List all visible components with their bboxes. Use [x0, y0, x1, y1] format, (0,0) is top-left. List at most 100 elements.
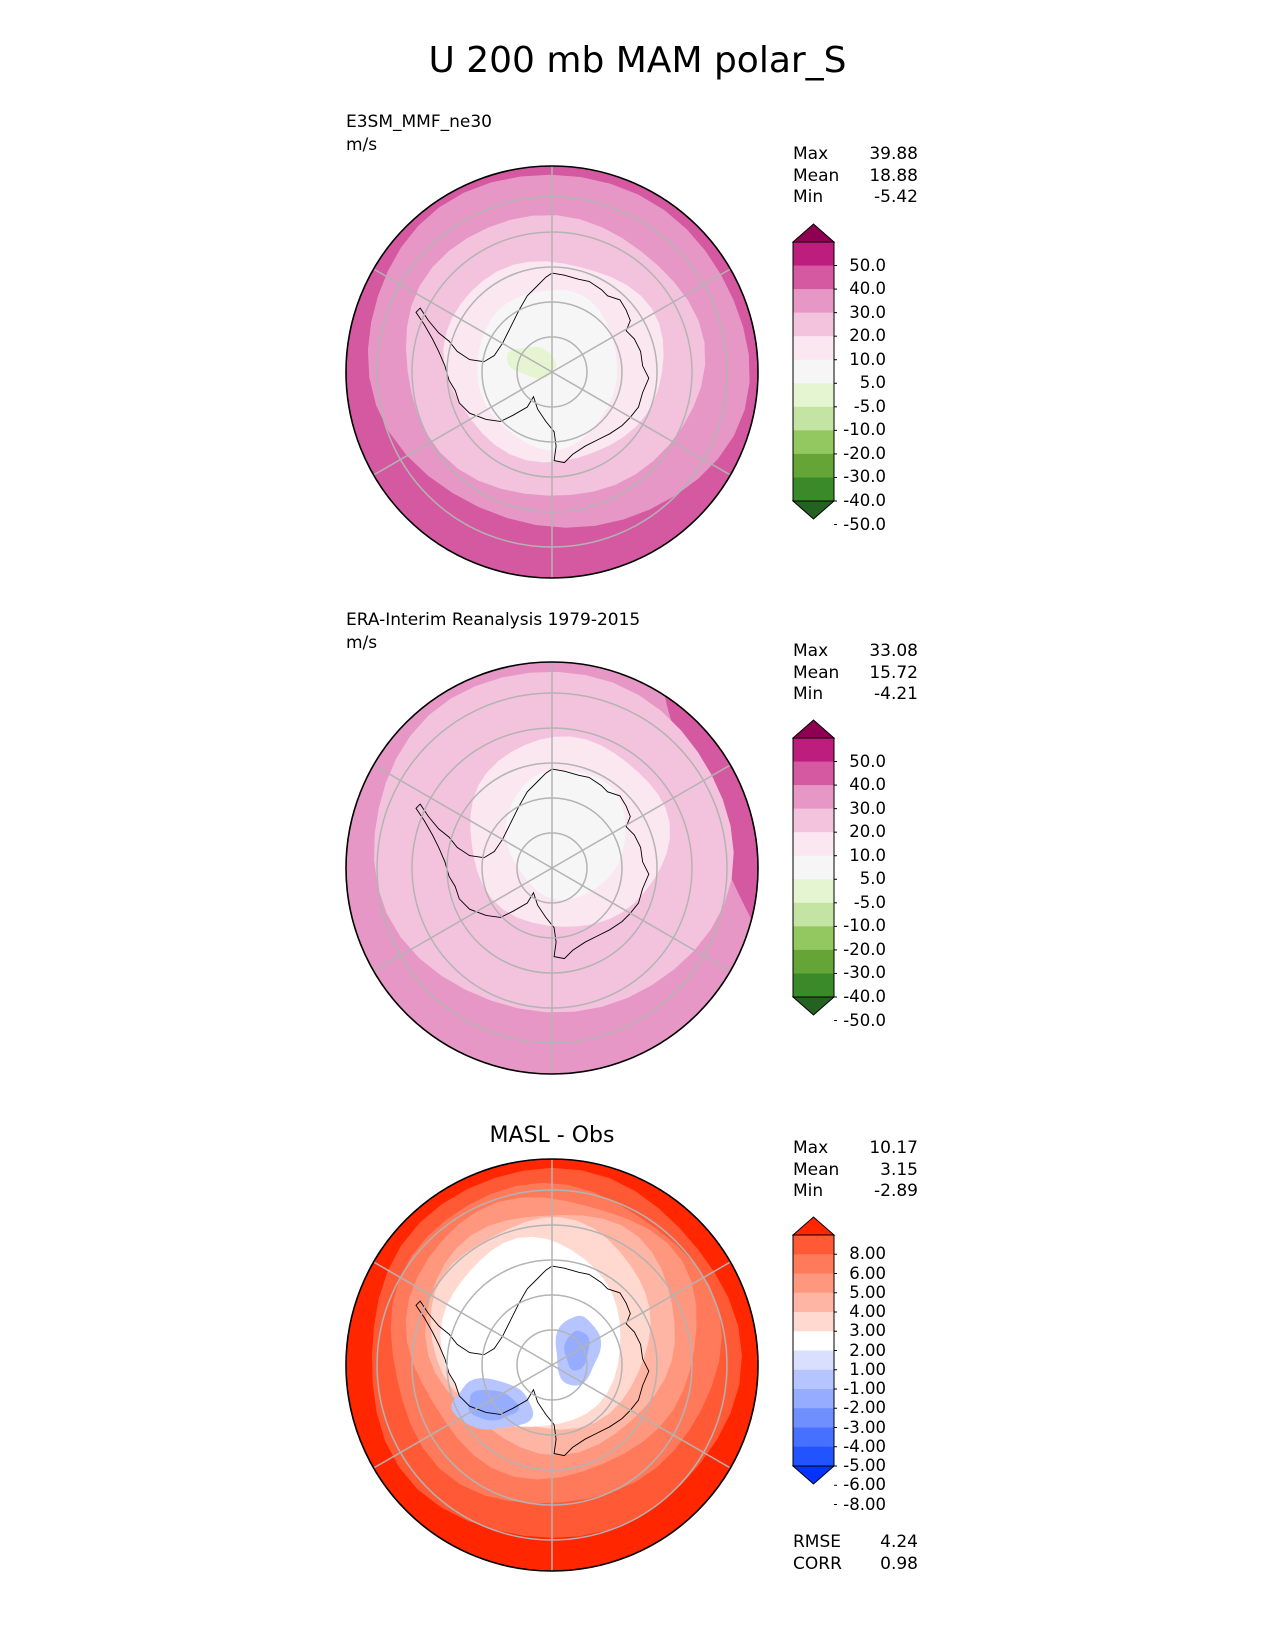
colorbar-segment	[793, 312, 834, 337]
contour-fill	[346, 1159, 758, 1571]
colorbar-segment	[793, 808, 834, 833]
colorbar-tick-label: 8.00	[849, 1244, 886, 1264]
colorbar-tick-label: 4.00	[849, 1302, 886, 1321]
meridian-line	[373, 1364, 553, 1469]
colorbar-segment	[793, 761, 834, 786]
graticule	[373, 662, 731, 1074]
stat-min: Min -4.21	[793, 684, 918, 704]
colorbar-1	[791, 719, 837, 1022]
stat-mean: Mean 15.72	[793, 662, 918, 683]
colorbar-0	[791, 223, 837, 526]
colorbar-tick-label: 50.0	[849, 751, 886, 771]
stat-min: Min -2.89	[793, 1181, 918, 1201]
colorbar-segment	[793, 1273, 834, 1294]
colorbar-tick-label: 2.00	[849, 1340, 886, 1360]
colorbar-extend-min	[791, 996, 836, 1016]
graticule	[373, 166, 731, 578]
panel-3-metrics: RMSE 4.24 CORR 0.98	[793, 1532, 918, 1575]
meridian-line	[551, 1261, 731, 1366]
panel-2-label: ERA-Interim Reanalysis 1979-2015	[346, 610, 641, 630]
colorbar-segment	[793, 902, 834, 927]
colorbar-segment	[793, 1389, 834, 1409]
stat-min: Min -5.42	[793, 187, 918, 207]
colorbar-segment	[793, 1331, 834, 1351]
colorbar-tick-label: -1.00	[843, 1379, 886, 1398]
colorbar-tick-label: -40.0	[843, 987, 886, 1006]
panel-3-title: MASL - Obs	[489, 1123, 615, 1148]
colorbar-tick-label: -2.00	[843, 1398, 886, 1418]
colorbar-tick-label: -8.00	[843, 1494, 886, 1514]
meridian-line	[551, 764, 731, 869]
colorbar-segment	[793, 1254, 834, 1274]
panel-1-label: E3SM_MMF_ne30	[346, 112, 492, 132]
colorbar-tick-label: 40.0	[849, 775, 886, 795]
map-panel-test	[345, 165, 759, 579]
colorbar-tick-label: -30.0	[843, 963, 886, 983]
colorbar-tick-label: 1.00	[849, 1359, 886, 1379]
colorbar-tick-label: -6.00	[843, 1475, 886, 1495]
colorbar-segment	[793, 1446, 834, 1467]
colorbar-tick-label: -5.0	[853, 892, 886, 912]
meridian-line	[551, 371, 731, 476]
colorbar-segment	[793, 1408, 834, 1428]
stat-max: Max 33.08	[793, 641, 918, 661]
antarctica-coastline	[415, 1265, 650, 1457]
map-boundary	[345, 165, 759, 579]
panel-3-stats: Max 10.17 Mean 3.15 Min -2.89	[793, 1138, 918, 1203]
graticule	[373, 1159, 731, 1571]
metric-corr: CORR 0.98	[793, 1553, 918, 1574]
stat-max: Max 10.17	[793, 1138, 918, 1158]
meridian-line	[551, 268, 731, 373]
contour-region-0	[660, 662, 758, 1015]
colorbar-tick-label: 3.00	[849, 1321, 886, 1341]
colorbar-segment	[793, 1350, 834, 1371]
colorbar-segment	[793, 359, 834, 384]
colorbar-extend-min	[791, 1465, 836, 1485]
meridian-line	[373, 1261, 553, 1366]
colorbar-segment	[793, 477, 834, 502]
colorbar-tick-label: -3.00	[843, 1417, 886, 1437]
map-panel-difference	[345, 1158, 759, 1572]
colorbar-segment	[793, 926, 834, 951]
antarctica-coastline	[415, 768, 650, 960]
meridian-line	[373, 371, 553, 476]
colorbar-segment	[793, 738, 834, 763]
colorbar-tick-label: -10.0	[843, 916, 886, 936]
colorbar-tick-label: 5.0	[859, 869, 886, 889]
colorbar-segment	[793, 1427, 834, 1448]
meridian-line	[373, 764, 553, 869]
meridian-line	[551, 867, 731, 972]
panel-2-stats: Max 33.08 Mean 15.72 Min -4.21	[793, 641, 918, 706]
panel-2-units: m/s	[346, 633, 378, 653]
colorbar-tick-label: -4.00	[843, 1436, 886, 1456]
colorbar-tick-label: -20.0	[843, 939, 886, 959]
stat-mean: Mean 18.88	[793, 165, 918, 186]
colorbar-segment	[793, 430, 834, 455]
stat-max: Max 39.88	[793, 144, 918, 164]
colorbar-tick-label: -50.0	[843, 1010, 886, 1030]
colorbar-tick-label: 40.0	[849, 279, 886, 299]
colorbar-2	[791, 1216, 837, 1505]
colorbar-tick-label: -20.0	[843, 443, 886, 463]
colorbar-tick-label: 30.0	[849, 798, 886, 818]
colorbar-tick-label: 20.0	[849, 822, 886, 842]
colorbar-segment	[793, 406, 834, 431]
figure-title: U 200 mb MAM polar_S	[428, 40, 847, 81]
panel-1-stats: Max 39.88 Mean 18.88 Min -5.42	[793, 144, 918, 209]
colorbar-tick-label: 10.0	[849, 349, 886, 369]
colorbar-segment	[793, 949, 834, 974]
contour-level-3	[505, 769, 626, 900]
colorbar-segment	[793, 336, 834, 361]
contour-fill	[346, 166, 758, 578]
map-boundary	[345, 661, 759, 1075]
map-panel-reference	[345, 661, 759, 1075]
panel-1-units: m/s	[346, 135, 378, 155]
colorbar-tick-label: -5.00	[843, 1456, 886, 1475]
meridian-line	[373, 268, 553, 373]
colorbar-segment	[793, 265, 834, 290]
colorbar-segment	[793, 1312, 834, 1332]
colorbar-segment	[793, 289, 834, 314]
colorbar-frame	[792, 737, 835, 998]
meridian-line	[551, 1364, 731, 1469]
